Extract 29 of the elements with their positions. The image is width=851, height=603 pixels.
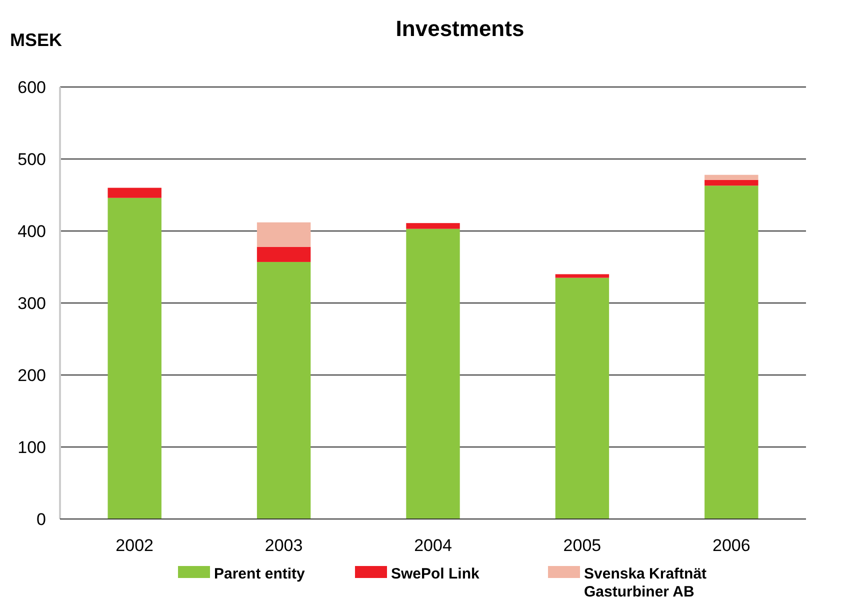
y-tick-label: 100 bbox=[18, 438, 46, 457]
legend-label: SwePol Link bbox=[391, 565, 480, 582]
chart-title: Investments bbox=[396, 16, 524, 41]
y-tick-label: 600 bbox=[18, 78, 46, 97]
bar bbox=[406, 223, 460, 229]
x-tick-label: 2005 bbox=[563, 536, 602, 555]
bar bbox=[555, 278, 610, 519]
bar bbox=[704, 174, 758, 180]
bar bbox=[256, 222, 311, 247]
bar bbox=[108, 188, 162, 198]
y-tick-label: 200 bbox=[18, 366, 46, 385]
bar bbox=[256, 262, 311, 519]
bar bbox=[256, 246, 311, 262]
x-tick-label: 2003 bbox=[264, 536, 303, 555]
y-axis-title: MSEK bbox=[10, 30, 62, 50]
y-tick-label: 400 bbox=[18, 222, 46, 241]
bar bbox=[704, 180, 758, 186]
y-tick-label: 300 bbox=[18, 294, 46, 313]
legend-label: Parent entity bbox=[214, 565, 306, 582]
bar bbox=[704, 186, 758, 519]
bar bbox=[555, 274, 610, 278]
x-tick-label: 2004 bbox=[414, 536, 452, 555]
bar bbox=[406, 228, 460, 519]
y-tick-label: 0 bbox=[36, 510, 46, 529]
x-tick-label: 2002 bbox=[116, 536, 154, 555]
legend-label: Svenska Kraftnät Gasturbiner AB bbox=[584, 565, 707, 600]
bar bbox=[108, 198, 162, 519]
x-tick-label: 2006 bbox=[712, 536, 750, 555]
y-tick-label: 500 bbox=[18, 150, 46, 169]
